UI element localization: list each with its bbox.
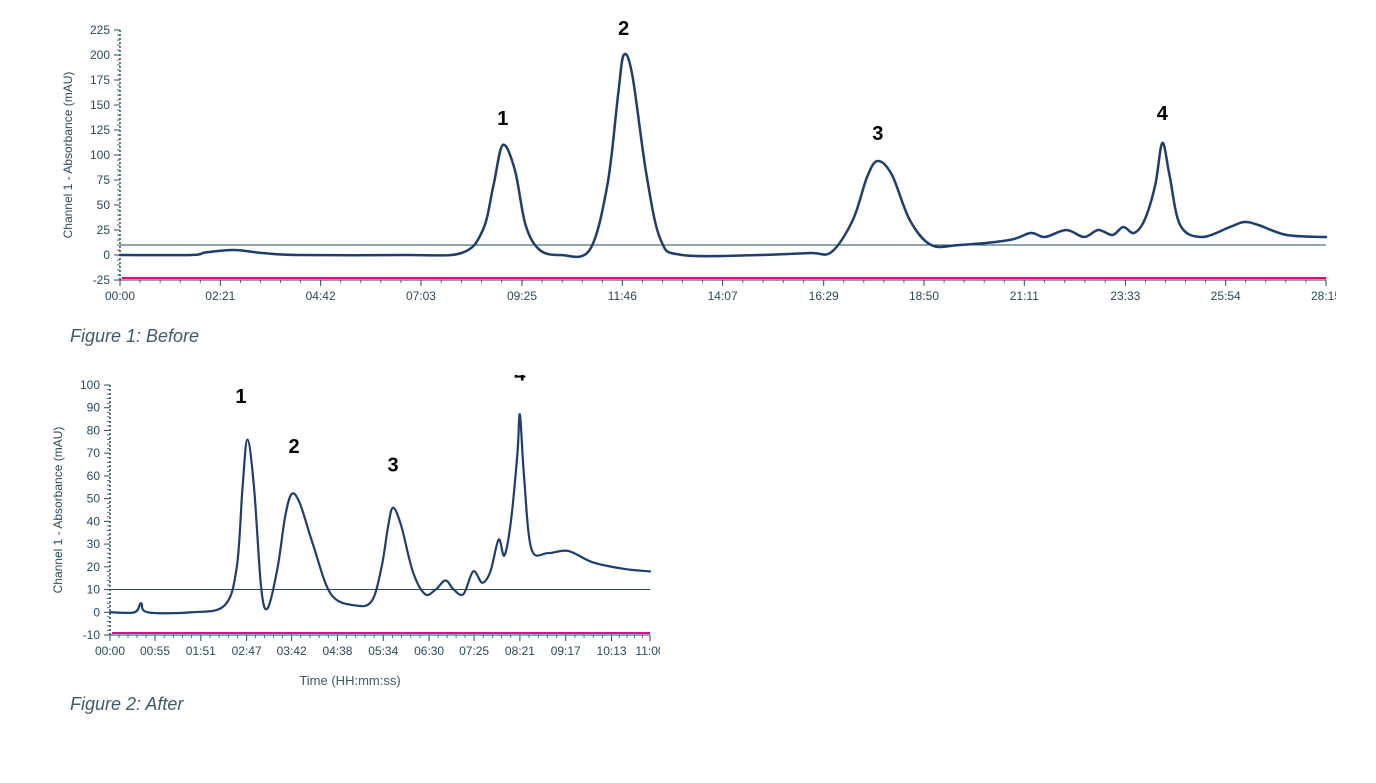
svg-text:14:07: 14:07	[708, 289, 738, 303]
svg-text:1: 1	[497, 108, 508, 130]
svg-text:Channel 1 - Absorbance (mAU): Channel 1 - Absorbance (mAU)	[61, 72, 75, 239]
svg-text:2: 2	[289, 436, 300, 458]
svg-text:02:21: 02:21	[205, 289, 235, 303]
svg-text:09:25: 09:25	[507, 289, 537, 303]
svg-text:0: 0	[93, 605, 100, 619]
svg-text:10:13: 10:13	[597, 644, 627, 658]
svg-text:20: 20	[87, 560, 101, 574]
svg-text:16:29: 16:29	[809, 289, 839, 303]
svg-text:175: 175	[90, 73, 110, 87]
svg-text:01:51: 01:51	[186, 644, 216, 658]
svg-text:100: 100	[80, 378, 100, 392]
svg-text:1: 1	[235, 386, 246, 408]
svg-text:03:42: 03:42	[277, 644, 307, 658]
svg-text:25:54: 25:54	[1211, 289, 1241, 303]
svg-text:100: 100	[90, 148, 110, 162]
svg-text:07:03: 07:03	[406, 289, 436, 303]
svg-text:125: 125	[90, 123, 110, 137]
svg-text:11:46: 11:46	[608, 289, 637, 303]
svg-text:80: 80	[87, 423, 101, 437]
svg-text:75: 75	[97, 173, 111, 187]
figure-2-container: -10 0 10 20 30 40 50 60 70 80 90 100 Channel 1 - Abs…	[40, 375, 1336, 715]
svg-text:05:34: 05:34	[368, 644, 398, 658]
figure-1-caption: Figure 1: Before	[70, 326, 1336, 347]
figure-2-caption: Figure 2: After	[70, 694, 1336, 715]
svg-text:-10: -10	[83, 628, 101, 642]
svg-text:00:55: 00:55	[140, 644, 170, 658]
svg-text:50: 50	[87, 492, 101, 506]
svg-text:25: 25	[97, 223, 111, 237]
svg-text:-25: -25	[93, 273, 111, 287]
svg-text:18:50: 18:50	[909, 289, 939, 303]
svg-text:10: 10	[87, 583, 101, 597]
svg-text:00:00: 00:00	[95, 644, 125, 658]
figure-2-xaxis-title: Time (HH:mm:ss)	[40, 673, 660, 688]
svg-text:04:38: 04:38	[322, 644, 352, 658]
svg-text:30: 30	[87, 537, 101, 551]
svg-text:08:21: 08:21	[505, 644, 535, 658]
svg-text:06:30: 06:30	[414, 644, 444, 658]
svg-text:150: 150	[90, 98, 110, 112]
svg-text:02:47: 02:47	[232, 644, 262, 658]
svg-text:90: 90	[87, 401, 101, 415]
svg-text:4: 4	[1157, 103, 1169, 125]
svg-text:07:25: 07:25	[459, 644, 489, 658]
svg-text:40: 40	[87, 514, 101, 528]
svg-text:28:15: 28:15	[1311, 289, 1336, 303]
svg-text:70: 70	[87, 446, 101, 460]
svg-text:04:42: 04:42	[306, 289, 336, 303]
svg-text:0: 0	[103, 248, 110, 262]
figure-2-chart: -10 0 10 20 30 40 50 60 70 80 90 100 Channel 1 - Abs…	[40, 375, 660, 675]
svg-text:21:11: 21:11	[1010, 289, 1039, 303]
svg-text:23:33: 23:33	[1110, 289, 1140, 303]
svg-text:Channel 1 - Absorbance (mAU): Channel 1 - Absorbance (mAU)	[51, 427, 65, 594]
svg-text:3: 3	[388, 454, 399, 476]
svg-text:200: 200	[90, 48, 110, 62]
svg-text:11:00: 11:00	[635, 644, 660, 658]
svg-text:3: 3	[872, 123, 883, 145]
figure-1-container: -25 0 25 50 75 100 125 150 175 200 225 Channel 1 - …	[40, 20, 1336, 347]
figure-1-chart: -25 0 25 50 75 100 125 150 175 200 225 Channel 1 - …	[40, 20, 1336, 320]
svg-text:09:17: 09:17	[551, 644, 581, 658]
svg-text:225: 225	[90, 23, 110, 37]
svg-text:2: 2	[618, 20, 629, 40]
svg-text:00:00: 00:00	[105, 289, 135, 303]
svg-text:60: 60	[87, 469, 101, 483]
svg-text:50: 50	[97, 198, 111, 212]
svg-text:4: 4	[514, 375, 526, 385]
